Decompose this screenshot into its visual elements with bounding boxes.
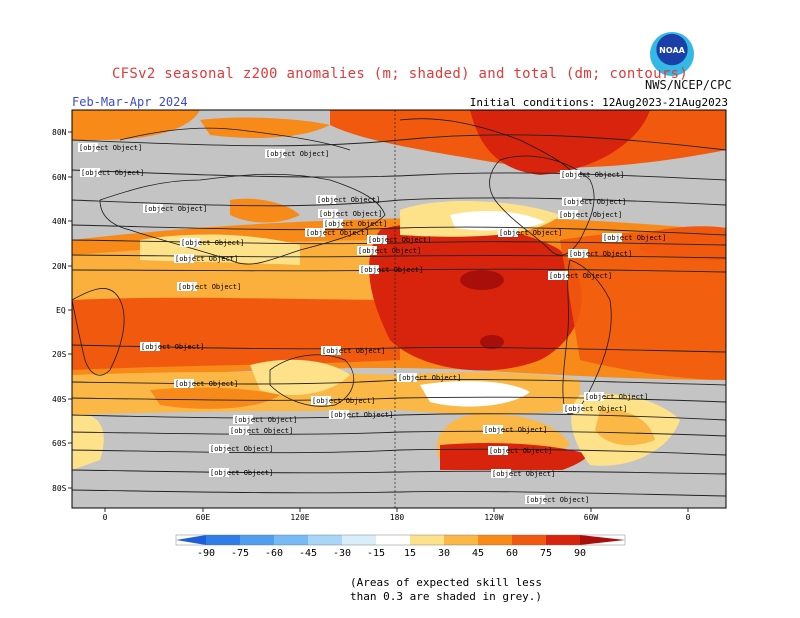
legend-value: 45 [472,548,484,559]
lat-label: 80S [52,484,67,493]
legend-swatch [444,535,478,545]
contour-label: [object Object] [563,198,626,206]
lat-label: 80N [52,128,67,137]
contour-label: [object Object] [79,144,142,152]
lon-label: 120E [290,513,309,522]
skill-note-line: (Areas of expected skill less [350,576,543,589]
contour-labels: [object Object] [object Object] [object … [78,143,666,504]
latitude-labels: 80N 60N 40N 20N EQ 20S 40S 60S 80S [52,128,67,493]
lat-label: 40S [52,395,67,404]
lat-label: 40N [52,217,67,226]
logo-text: NOAA [659,46,685,55]
contour-label: [object Object] [603,234,666,242]
legend-value: 15 [404,548,416,559]
contour-label: [object Object] [234,416,297,424]
skill-note-line: than 0.3 are shaded in grey.) [350,590,543,603]
legend-swatch [274,535,308,545]
agency-label: NWS/NCEP/CPC [645,78,732,92]
contour-label: [object Object] [210,469,273,477]
contour-label: [object Object] [319,210,382,218]
contour-label: [object Object] [360,266,423,274]
lat-label: 60N [52,173,67,182]
lon-label: 120W [484,513,503,522]
contour-label: [object Object] [585,393,648,401]
contour-label: [object Object] [181,239,244,247]
contour-label: [object Object] [499,229,562,237]
contour-label: [object Object] [549,272,612,280]
legend-value: -90 [197,548,215,559]
legend-swatch [342,535,376,545]
legend-swatch [308,535,342,545]
chart-title: CFSv2 seasonal z200 anomalies (m; shaded… [111,66,689,82]
lon-label: 0 [686,513,691,522]
season-label: Feb-Mar-Apr 2024 [72,95,188,109]
contour-label: [object Object] [484,426,547,434]
legend-swatch [206,535,240,545]
legend-arrow-left [176,535,206,545]
contour-label: [object Object] [368,236,431,244]
contour-label: [object Object] [175,380,238,388]
legend-value: -45 [299,548,317,559]
legend-value: 30 [438,548,450,559]
contour-label: [object Object] [559,211,622,219]
contour-label: [object Object] [492,470,555,478]
lat-label: EQ [56,306,66,315]
contour-label: [object Object] [144,205,207,213]
lon-label: 180 [390,513,405,522]
contour-label: [object Object] [569,250,632,258]
contour-label: [object Object] [358,247,421,255]
contour-label: [object Object] [178,283,241,291]
contour-label: [object Object] [564,405,627,413]
shaded-field [72,110,726,508]
contour-label: [object Object] [317,196,380,204]
legend-value: 75 [540,548,552,559]
legend-value: -75 [231,548,249,559]
legend-swatch [410,535,444,545]
legend-swatch [478,535,512,545]
legend-value: 90 [574,548,586,559]
lat-label: 60S [52,439,67,448]
legend-arrow-right [580,535,625,545]
contour-label: [object Object] [230,427,293,435]
legend-swatch [376,535,410,545]
contour-label: [object Object] [175,255,238,263]
lat-label: 20N [52,262,67,271]
contour-label: [object Object] [398,374,461,382]
contour-label: [object Object] [561,171,624,179]
legend-value: -60 [265,548,283,559]
contour-label: [object Object] [312,397,375,405]
initial-conditions: Initial conditions: 12Aug2023-21Aug2023 [469,96,728,109]
contour-label: [object Object] [526,496,589,504]
color-legend: -90 -75 -60 -45 -30 -15 15 30 45 60 75 9… [175,534,626,559]
lon-label: 60W [584,513,599,522]
contour-label: [object Object] [141,343,204,351]
contour-label: [object Object] [266,150,329,158]
axis-ticks [68,131,689,512]
contour-label: [object Object] [330,411,393,419]
legend-swatch [240,535,274,545]
lon-label: 0 [103,513,108,522]
map-frame [71,109,727,509]
contour-label: [object Object] [306,229,369,237]
contour-label: [object Object] [322,347,385,355]
height-contours [72,134,726,497]
contour-label: [object Object] [489,447,552,455]
contour-label: [object Object] [81,169,144,177]
longitude-labels: 0 60E 120E 180 120W 60W 0 [103,513,691,522]
skill-note: (Areas of expected skill less than 0.3 a… [350,576,542,604]
noaa-logo: NOAA [650,32,694,76]
legend-value: -15 [367,548,385,559]
contour-label: [object Object] [210,445,273,453]
legend-value: 60 [506,548,518,559]
contour-label: [object Object] [324,220,387,228]
legend-value: -30 [333,548,351,559]
lon-label: 60E [196,513,211,522]
lat-label: 20S [52,350,67,359]
legend-swatch [512,535,546,545]
legend-swatch [546,535,580,545]
